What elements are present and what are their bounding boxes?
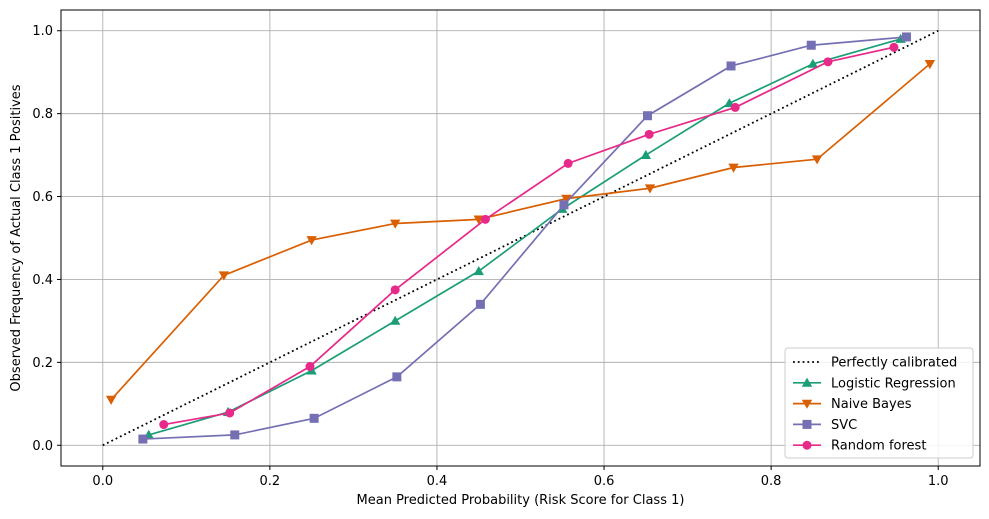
legend-label: Perfectly calibrated	[831, 356, 957, 371]
random-forest-point	[730, 102, 740, 112]
svc-point	[230, 430, 240, 440]
logistic-regression-point	[389, 315, 401, 325]
naive-bayes-point	[728, 163, 739, 173]
legend-label: Logistic Regression	[831, 376, 956, 391]
random-forest-point	[159, 420, 169, 430]
axis-ticks: 0.0 0.2 0.4 0.6 0.8 1.0 0.0 0.2 0.4 0.6 0.8 1.0	[32, 24, 948, 489]
random-forest-point	[823, 57, 833, 67]
series-naive-bayes	[105, 59, 936, 405]
svc-point	[726, 61, 736, 71]
legend-item-perfectly-calibrated: Perfectly calibrated	[793, 356, 957, 371]
svc-point	[392, 372, 402, 382]
legend-label: Naive Bayes	[831, 397, 912, 412]
legend-swatch-marker	[801, 377, 813, 387]
random-forest-point	[889, 42, 899, 52]
random-forest-point	[305, 362, 315, 372]
random-forest-line	[163, 46, 895, 426]
naive-bayes-point	[924, 59, 936, 70]
x-tick-label: 0.6	[594, 474, 615, 489]
naive-bayes-line	[110, 63, 931, 401]
svc-line	[142, 36, 907, 440]
svc-point	[138, 434, 148, 444]
random-forest-point	[390, 285, 400, 295]
svc-point	[806, 40, 816, 50]
random-forest-point	[480, 214, 490, 224]
legend-swatch-marker	[802, 419, 812, 429]
random-forest-point	[563, 158, 573, 168]
y-tick-label: 0.6	[32, 190, 53, 205]
perfectly-calibrated-line	[102, 29, 939, 447]
legend-item-random-forest: Random forest	[793, 439, 926, 454]
legend-swatch-marker	[801, 399, 813, 409]
naive-bayes-point	[105, 395, 117, 405]
random-forest-point	[225, 408, 235, 418]
y-tick-label: 0.4	[32, 273, 53, 288]
axes-frame	[60, 9, 981, 467]
naive-bayes-point	[811, 155, 823, 165]
y-axis-label: Observed Frequency of Actual Class 1 Pos…	[9, 84, 24, 391]
svc-point	[642, 111, 652, 121]
y-tick-label: 1.0	[32, 24, 53, 39]
legend-item-naive-bayes: Naive Bayes	[793, 397, 912, 412]
legend-label: Random forest	[831, 439, 926, 454]
y-tick-label: 0.2	[32, 356, 53, 371]
legend: Perfectly calibrated Logistic Regression N…	[784, 347, 974, 459]
legend-box	[784, 347, 974, 459]
naive-bayes-point	[644, 184, 656, 194]
svc-point	[309, 413, 319, 423]
x-axis-label: Mean Predicted Probability (Risk Score f…	[357, 493, 685, 508]
logistic-regression-point	[807, 58, 819, 68]
random-forest-point	[644, 129, 654, 139]
logistic-regression-point	[640, 149, 652, 159]
svc-point	[475, 299, 485, 309]
x-tick-label: 0.8	[761, 474, 782, 489]
svc-point	[901, 32, 911, 42]
x-tick-label: 1.0	[928, 474, 949, 489]
y-tick-label: 0.8	[32, 107, 53, 122]
y-tick-label: 0.0	[32, 439, 53, 454]
series-svc	[138, 32, 911, 444]
series-random-forest	[159, 42, 899, 430]
logistic-regression-line	[148, 38, 901, 436]
logistic-regression-point	[473, 265, 484, 276]
naive-bayes-point	[306, 236, 317, 246]
plot-area-data	[102, 29, 939, 447]
naive-bayes-point	[561, 194, 572, 204]
legend-item-svc: SVC	[793, 418, 857, 433]
legend-item-logistic-regression: Logistic Regression	[793, 376, 956, 391]
legend-label: SVC	[831, 418, 857, 433]
x-tick-label: 0.0	[92, 474, 113, 489]
x-tick-label: 0.4	[427, 474, 448, 489]
legend-swatch-marker	[802, 440, 812, 450]
svc-point	[559, 200, 569, 210]
naive-bayes-point	[389, 219, 401, 229]
x-tick-label: 0.2	[260, 474, 281, 489]
naive-bayes-point	[218, 271, 230, 281]
